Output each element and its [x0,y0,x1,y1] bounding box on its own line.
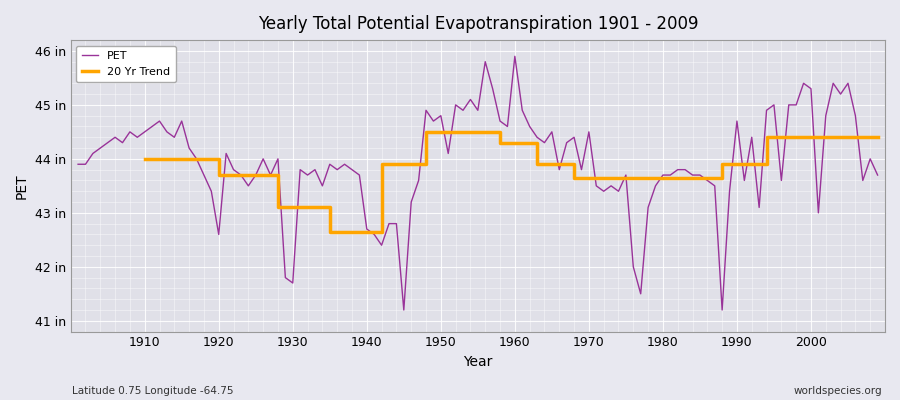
PET [525,124,535,129]
Title: Yearly Total Potential Evapotranspiration 1901 - 2009: Yearly Total Potential Evapotranspiratio… [257,15,698,33]
20 Yr Trend [273,173,284,178]
20 Yr Trend [495,140,506,145]
PET [872,173,883,178]
Y-axis label: PET: PET [15,173,29,199]
PET [73,162,84,167]
20 Yr Trend [761,135,772,140]
X-axis label: Year: Year [464,355,492,369]
PET [509,54,520,59]
20 Yr Trend [716,175,727,180]
20 Yr Trend [806,135,816,140]
20 Yr Trend [806,135,816,140]
PET [613,189,624,194]
20 Yr Trend [532,162,543,167]
20 Yr Trend [376,229,387,234]
20 Yr Trend [569,175,580,180]
20 Yr Trend [140,156,150,161]
20 Yr Trend [420,130,431,134]
Line: 20 Yr Trend: 20 Yr Trend [145,132,877,232]
20 Yr Trend [273,205,284,210]
PET [517,108,527,113]
20 Yr Trend [620,175,631,180]
Legend: PET, 20 Yr Trend: PET, 20 Yr Trend [76,46,176,82]
Line: PET: PET [78,56,878,310]
Text: worldspecies.org: worldspecies.org [794,386,882,396]
20 Yr Trend [495,130,506,134]
20 Yr Trend [376,162,387,167]
20 Yr Trend [324,229,335,234]
20 Yr Trend [569,162,580,167]
20 Yr Trend [324,205,335,210]
20 Yr Trend [658,175,669,180]
20 Yr Trend [420,162,431,167]
20 Yr Trend [658,175,669,180]
PET [295,167,306,172]
PET [339,162,350,167]
20 Yr Trend [213,173,224,178]
20 Yr Trend [872,135,883,140]
Text: Latitude 0.75 Longitude -64.75: Latitude 0.75 Longitude -64.75 [72,386,233,396]
PET [132,135,143,140]
20 Yr Trend [532,140,543,145]
20 Yr Trend [213,156,224,161]
20 Yr Trend [620,175,631,180]
20 Yr Trend [716,162,727,167]
PET [399,308,410,312]
20 Yr Trend [761,162,772,167]
